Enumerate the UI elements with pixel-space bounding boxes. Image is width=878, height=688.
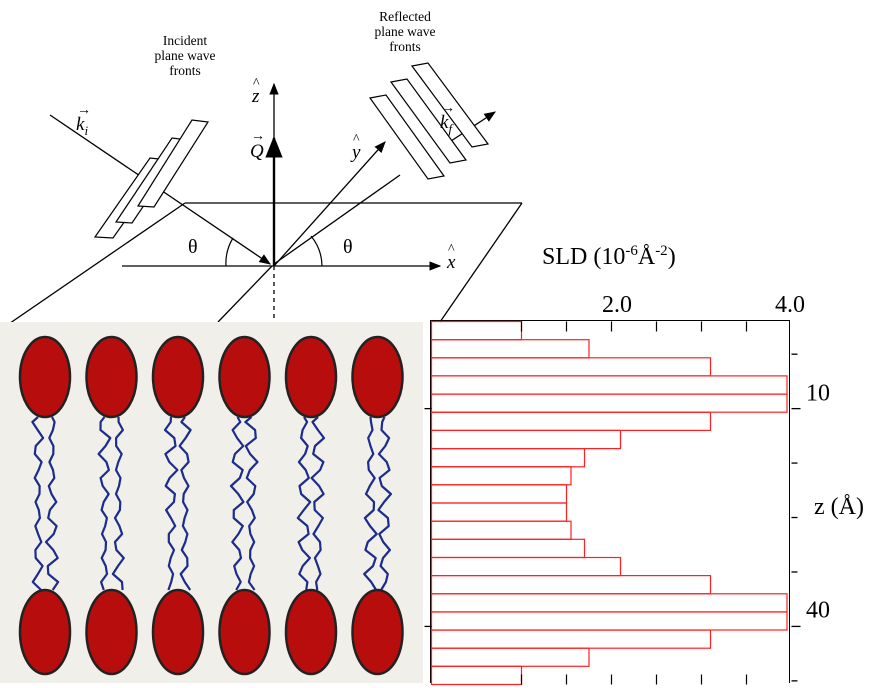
reflected-label-line2: plane wave	[374, 24, 436, 40]
sld-axis-title-text: SLD (10	[542, 244, 626, 270]
reflected-label-line1: Reflected	[379, 9, 431, 24]
sld-axis-title: SLD (10-6Å-2)	[542, 243, 676, 271]
kf-subscript: f	[448, 120, 453, 136]
incident-label: Incident plane wave fronts	[140, 33, 230, 78]
sld-bar	[430, 520, 572, 540]
lipid-head-top	[351, 335, 404, 419]
sld-bar	[430, 338, 590, 359]
lipid-tails	[363, 416, 392, 591]
lipid-tails	[31, 416, 60, 591]
sld-bar	[430, 574, 711, 594]
lipid-bilayer-drawing	[18, 335, 404, 676]
lipid-tails	[163, 416, 192, 591]
theta-left-label: θ	[188, 236, 198, 258]
sld-bar	[430, 629, 711, 649]
ki-symbol: k	[76, 114, 85, 135]
x-hat-symbol: x	[447, 252, 456, 273]
sld-bar	[430, 610, 788, 631]
y-axis	[273, 141, 386, 267]
lipid-head-bottom	[218, 588, 271, 676]
lipid-tails	[229, 416, 259, 591]
incident-wavefronts	[93, 119, 210, 239]
lipid-bilayer-illustration	[0, 322, 423, 683]
lipid-head-bottom	[351, 588, 404, 676]
z-hat-label: ^ z	[252, 76, 260, 107]
sld-bar	[430, 411, 711, 431]
scattering-geometry	[0, 62, 523, 330]
kf-label: → kf	[440, 101, 455, 136]
sld-bar	[430, 665, 522, 685]
sld-bar	[430, 429, 621, 449]
lipid-head-top	[18, 335, 72, 419]
z-tick-label-10: 10	[806, 380, 830, 407]
lipid-head-bottom	[284, 588, 338, 676]
sld-bar	[430, 538, 585, 558]
theta-arc-right	[310, 235, 323, 267]
sld-bar	[430, 392, 788, 413]
lipid-head-bottom	[151, 588, 205, 676]
sld-bar	[430, 447, 585, 467]
lipid-head-top	[85, 335, 138, 419]
lipid-head-bottom	[85, 588, 138, 676]
sld-axis-title-close: )	[667, 244, 676, 270]
sld-bar	[430, 592, 788, 613]
sld-profile-plot	[424, 320, 800, 685]
sld-bar	[430, 483, 567, 504]
incident-label-line3: fronts	[169, 63, 201, 79]
x-tick-label-4: 4.0	[775, 292, 805, 318]
y-hat-symbol: y	[352, 142, 361, 163]
lipid-head-top	[284, 335, 338, 419]
sld-axis-title-unit: Å	[637, 244, 656, 270]
lipid-tails	[97, 416, 125, 591]
incident-label-line1: Incident	[162, 33, 208, 48]
sld-profile-chart	[424, 320, 800, 685]
reflected-label-line3: fronts	[389, 39, 421, 55]
sld-bar	[430, 374, 788, 395]
x-tick-label-2: 2.0	[602, 292, 632, 318]
z-tick-label-40: 40	[806, 597, 830, 624]
theta-arc-left	[225, 237, 234, 267]
lipid-head-bottom	[18, 588, 72, 676]
sld-bar	[430, 320, 522, 340]
ki-subscript: i	[84, 122, 89, 138]
lipid-head-top	[218, 335, 271, 419]
x-hat-label: ^ x	[447, 242, 456, 273]
sld-bar	[430, 647, 590, 667]
lipid-tails	[296, 416, 326, 591]
ki-label: → ki	[76, 103, 91, 138]
q-label: → Q	[250, 129, 265, 162]
sld-axis-title-exp: -6	[625, 243, 638, 259]
y-hat-label: ^ y	[352, 132, 361, 163]
sld-axis-title-unit-exp: -2	[655, 243, 668, 259]
z-axis-title: z (Å)	[814, 494, 864, 520]
sld-bar	[430, 356, 711, 376]
lipid-head-top	[151, 335, 205, 419]
theta-right-label: θ	[343, 236, 353, 258]
z-hat-symbol: z	[252, 86, 260, 107]
sld-bar	[430, 465, 572, 485]
sample-plane	[0, 202, 523, 330]
reflected-beam	[273, 174, 401, 265]
kf-symbol: k	[440, 112, 449, 133]
sld-bar	[430, 556, 621, 576]
sld-bar	[430, 501, 567, 522]
reflected-label: Reflected plane wave fronts	[360, 9, 450, 54]
reflected-wavefronts	[368, 62, 490, 180]
q-symbol: Q	[250, 141, 264, 162]
incident-label-line2: plane wave	[154, 48, 216, 64]
